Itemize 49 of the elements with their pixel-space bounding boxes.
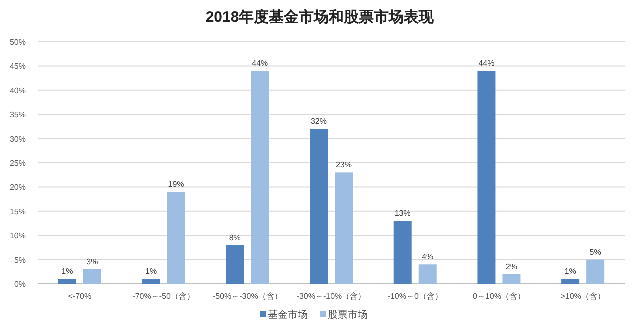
data-label: 44% [252, 59, 268, 68]
bar [251, 71, 270, 284]
bar [418, 264, 437, 284]
data-label: 19% [168, 180, 184, 190]
y-tick-label: 30% [10, 134, 26, 144]
data-label: 5% [590, 248, 602, 257]
x-tick-label: <-70% [68, 292, 92, 301]
x-tick-label: 0～10%（含） [472, 292, 526, 301]
data-label: 4% [422, 252, 434, 262]
data-label: 13% [394, 209, 411, 218]
y-tick-label: 45% [10, 62, 26, 72]
bar [394, 221, 412, 284]
x-tick-label: -70%～-50（含） [132, 292, 195, 301]
bar [335, 172, 353, 284]
data-label: 2% [506, 262, 518, 272]
y-tick-label: 35% [10, 110, 26, 120]
bar [167, 192, 186, 284]
data-label: 44% [478, 59, 495, 68]
legend-label: 基金市场 [268, 309, 308, 321]
x-tick-label: -50%～-30%（含） [212, 292, 282, 301]
bar [142, 279, 160, 284]
x-tick-label: -30%～-10%（含） [296, 292, 366, 301]
data-label: 23% [336, 160, 352, 170]
y-tick-label: 15% [10, 207, 26, 216]
x-tick-label: >10%（含） [560, 292, 606, 301]
data-label: 32% [310, 117, 328, 126]
bar [586, 260, 605, 284]
data-label: 1% [62, 267, 74, 276]
bar [562, 279, 580, 284]
chart-title: 2018年度基金市场和股票市场表现 [206, 8, 436, 26]
y-tick-label: 20% [10, 183, 26, 192]
bar [58, 279, 76, 284]
y-tick-label: 5% [14, 256, 26, 265]
y-tick-label: 10% [10, 232, 26, 241]
data-label: 3% [86, 257, 98, 266]
bar [226, 245, 244, 284]
x-tick-label: -10%～0（含） [388, 292, 443, 301]
y-tick-label: 50% [10, 38, 26, 47]
y-tick-label: 40% [10, 86, 26, 96]
data-label: 1% [146, 267, 158, 276]
y-tick-label: 25% [10, 159, 26, 168]
data-label: 8% [229, 233, 241, 242]
data-label: 1% [564, 267, 576, 276]
bar [502, 274, 521, 284]
bar [310, 129, 328, 284]
y-tick-label: 0% [14, 280, 26, 289]
bar [83, 269, 102, 284]
legend-label: 股票市场 [328, 309, 368, 321]
bar [478, 71, 496, 284]
